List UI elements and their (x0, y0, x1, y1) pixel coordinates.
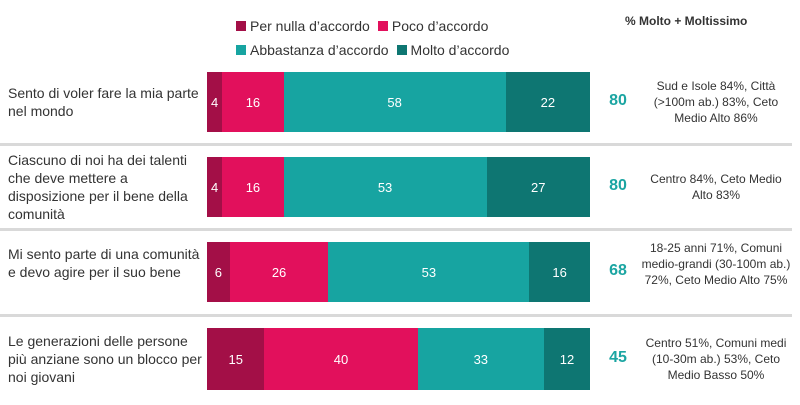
total-value: 80 (609, 92, 627, 109)
category-label: Ciascuno di noi ha dei talenti che deve … (8, 152, 188, 222)
bar-segment: 4 (207, 157, 223, 217)
data-label: 4 (211, 94, 219, 110)
bar-segment: 26 (229, 242, 329, 302)
segment-note: 18-25 anni 71%, Comuni medio-grandi (30-… (641, 241, 791, 287)
legend-swatch (236, 45, 246, 55)
data-label: 27 (531, 179, 546, 195)
totals-header: % Molto + Moltissimo (625, 14, 748, 28)
legend-item: Per nulla d’accordo (236, 18, 370, 34)
stacked-bar: 4 16 53 27 (207, 157, 590, 217)
segment-note: Sud e Isole 84%, Città (>100m ab.) 83%, … (653, 79, 779, 125)
segment-note: Centro 84%, Ceto Medio Alto 83% (650, 172, 782, 202)
legend: Per nulla d’accordo Poco d’accordo Abbasta… (236, 18, 526, 58)
bar-segment: 4 (207, 72, 223, 132)
bar-segment: 12 (544, 328, 590, 390)
data-label: 53 (377, 179, 393, 195)
legend-swatch (396, 45, 407, 55)
bar-segment: 16 (222, 157, 284, 217)
bar-segment: 53 (283, 157, 487, 217)
data-label: 16 (552, 264, 567, 280)
data-label: 40 (333, 351, 349, 367)
stacked-bar: 4 16 58 22 (207, 72, 590, 132)
data-label: 33 (473, 351, 489, 367)
bar-segment: 16 (222, 72, 284, 132)
data-label: 58 (387, 94, 402, 110)
data-label: 16 (245, 94, 261, 110)
legend-label: Per nulla d’accordo (250, 18, 370, 34)
data-label: 22 (540, 94, 556, 110)
legend-item: Molto d’accordo (396, 42, 510, 58)
legend-label: Molto d’accordo (410, 42, 510, 58)
bar-segment: 33 (417, 328, 544, 390)
bar-segment: 58 (283, 72, 506, 132)
legend-swatch (377, 21, 388, 31)
legend-swatch (236, 21, 246, 31)
legend-label: Poco d’accordo (391, 18, 489, 34)
legend-item: Poco d’accordo (377, 18, 489, 34)
segment-note: Centro 51%, Comuni medi (10-30m ab.) 53%… (645, 336, 787, 382)
category-label: Le generazioni delle persone più anziane… (8, 333, 202, 385)
row-divider (0, 228, 792, 231)
total-value: 80 (609, 177, 627, 194)
total-value: 68 (609, 262, 627, 279)
stacked-bar: 15 40 33 12 (207, 328, 590, 390)
bar-segment: 22 (505, 72, 590, 132)
data-label: 26 (271, 264, 287, 280)
data-label: 15 (228, 351, 243, 367)
legend-label: Abbastanza d’accordo (250, 42, 389, 58)
category-label: Sento di voler fare la mia parte nel mon… (8, 85, 199, 119)
data-label: 16 (245, 179, 261, 195)
bar-segment: 53 (328, 242, 530, 302)
total-value: 45 (609, 349, 627, 366)
category-label: Mi sento parte di una comunità e devo ag… (8, 246, 200, 280)
legend-item: Abbastanza d’accordo (236, 42, 389, 58)
bar-segment: 16 (529, 242, 590, 302)
data-label: 4 (211, 179, 219, 195)
row-divider (0, 314, 792, 317)
bar-segment: 40 (264, 328, 418, 390)
bar-segment: 27 (486, 157, 590, 217)
data-label: 6 (214, 264, 222, 280)
data-label: 53 (421, 264, 437, 280)
row-divider (0, 143, 792, 146)
bar-segment: 15 (207, 328, 265, 390)
data-label: 12 (559, 351, 575, 367)
bar-segment: 6 (207, 242, 230, 302)
stacked-bar: 6 26 53 16 (207, 242, 590, 302)
